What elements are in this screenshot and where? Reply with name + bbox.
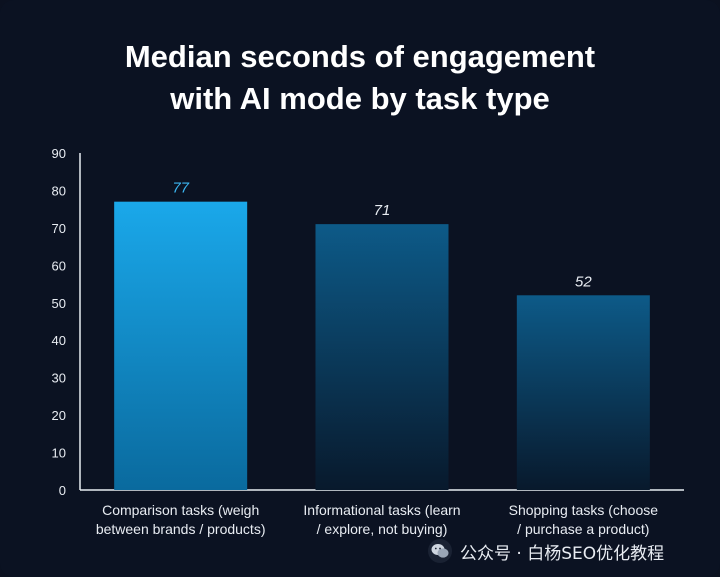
x-axis-labels: Comparison tasks (weigh between brands / …: [96, 502, 658, 537]
bar-2: [315, 224, 449, 490]
value-labels: 77 71 52: [172, 180, 592, 291]
value-label-2: 71: [374, 202, 391, 219]
y-tick-label: 80: [52, 183, 66, 198]
x-label-1-line-2: between brands / products): [96, 521, 266, 537]
x-label-3-line-2: / purchase a product): [517, 521, 649, 537]
y-tick-label: 40: [52, 333, 66, 348]
y-axis-ticks: 0 10 20 30 40 50 60 70 80 90: [52, 146, 66, 498]
watermark-text: 公众号 · 白杨SEO优化教程: [460, 543, 665, 564]
x-label-1-line-1: Comparison tasks (weigh: [102, 502, 259, 518]
value-label-1: 77: [172, 180, 189, 197]
x-label-2-line-1: Informational tasks (learn: [303, 502, 460, 518]
wechat-icon: [428, 539, 452, 563]
bars: [114, 201, 650, 490]
chart-title: Median seconds of engagement with AI mod…: [0, 36, 720, 120]
y-tick-label: 10: [52, 446, 66, 461]
y-tick-label: 30: [52, 371, 66, 386]
watermark: 公众号 · 白杨SEO优化教程: [428, 538, 664, 564]
chart-title-line-1: Median seconds of engagement: [124, 39, 596, 74]
y-tick-label: 50: [52, 296, 66, 311]
chart-title-line-2: with AI mode by task type: [170, 81, 550, 116]
y-tick-label: 70: [52, 221, 66, 236]
bar-1: [114, 201, 248, 490]
x-label-2-line-2: / explore, not buying): [317, 521, 448, 537]
y-tick-label: 90: [52, 146, 66, 161]
value-label-3: 52: [575, 273, 592, 290]
y-tick-label: 0: [59, 483, 66, 498]
y-tick-label: 20: [52, 408, 66, 423]
bar-3: [516, 295, 650, 490]
x-label-3-line-1: Shopping tasks (choose: [509, 502, 659, 518]
y-tick-label: 60: [52, 258, 66, 273]
